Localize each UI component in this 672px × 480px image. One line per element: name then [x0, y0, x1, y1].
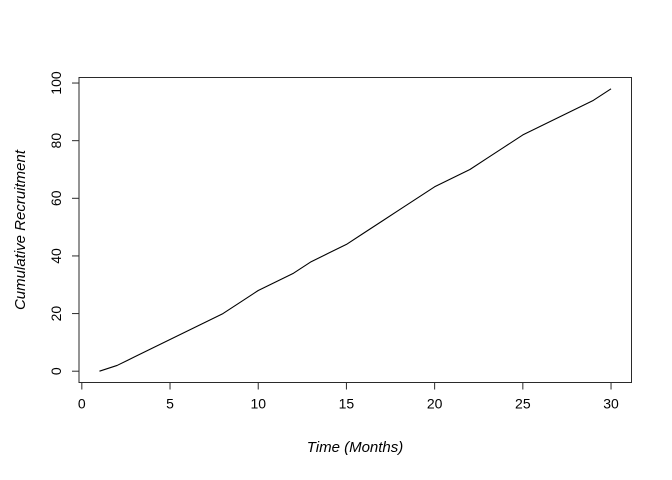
y-axis: 0 20 40 60 80 100 [48, 71, 79, 375]
x-tick-label: 0 [78, 396, 86, 412]
x-tick-label: 25 [515, 396, 531, 412]
x-tick-label: 10 [250, 396, 266, 412]
y-tick-label: 40 [48, 248, 64, 264]
y-axis-title: Cumulative Recruitment [12, 149, 29, 310]
y-tick-label: 60 [48, 190, 64, 206]
x-axis: 0 5 10 15 20 25 30 [78, 382, 619, 412]
y-tick-label: 20 [48, 306, 64, 322]
x-tick-label: 15 [339, 396, 355, 412]
plot-box [78, 77, 632, 383]
x-tick-label: 5 [166, 396, 174, 412]
recruitment-data-line [99, 88, 612, 372]
y-tick-label: 80 [48, 133, 64, 149]
y-tick-label: 0 [48, 367, 64, 375]
x-tick-label: 30 [603, 396, 619, 412]
x-tick-label: 20 [427, 396, 443, 412]
y-tick-label: 100 [48, 71, 64, 95]
x-axis-title: Time (Months) [307, 439, 404, 456]
